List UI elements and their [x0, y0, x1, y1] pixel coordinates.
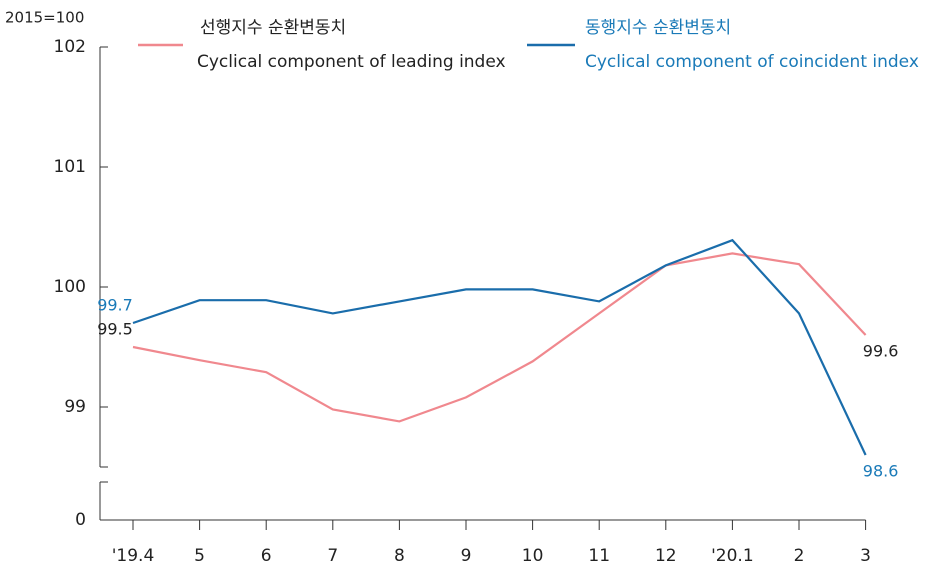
data-label: 99.6: [863, 342, 899, 361]
data-label: 99.7: [97, 296, 133, 315]
series-line: [132, 252, 867, 423]
x-tick-label: '20.1: [711, 546, 754, 566]
x-tick-label: 10: [522, 546, 544, 566]
x-tick-label: 8: [394, 546, 405, 566]
x-tick-label: 11: [588, 546, 610, 566]
y-tick-label: 100: [54, 277, 86, 297]
legend-label: Cyclical component of leading index: [197, 52, 506, 72]
unit-label: 2015=100: [5, 9, 84, 27]
legend-label: 동행지수 순환변동치: [585, 18, 731, 38]
y-tick-label: 102: [54, 37, 86, 57]
x-tick-label: 2: [794, 546, 805, 566]
data-label: 98.6: [863, 462, 899, 481]
x-tick-label: 6: [261, 546, 272, 566]
y-tick-label: 0: [75, 510, 86, 530]
y-tick-label: 99: [64, 397, 86, 417]
series-line: [132, 238, 867, 456]
x-tick-label: 3: [860, 546, 871, 566]
x-tick-label: 12: [655, 546, 677, 566]
x-tick-label: 5: [194, 546, 205, 566]
legend-label: Cyclical component of coincident index: [585, 52, 919, 72]
x-tick-label: 9: [461, 546, 472, 566]
y-tick-label: 101: [54, 157, 86, 177]
x-tick-label: 7: [327, 546, 338, 566]
data-label: 99.5: [97, 320, 133, 339]
x-tick-label: '19.4: [112, 546, 155, 566]
legend-label: 선행지수 순환변동치: [200, 18, 346, 38]
